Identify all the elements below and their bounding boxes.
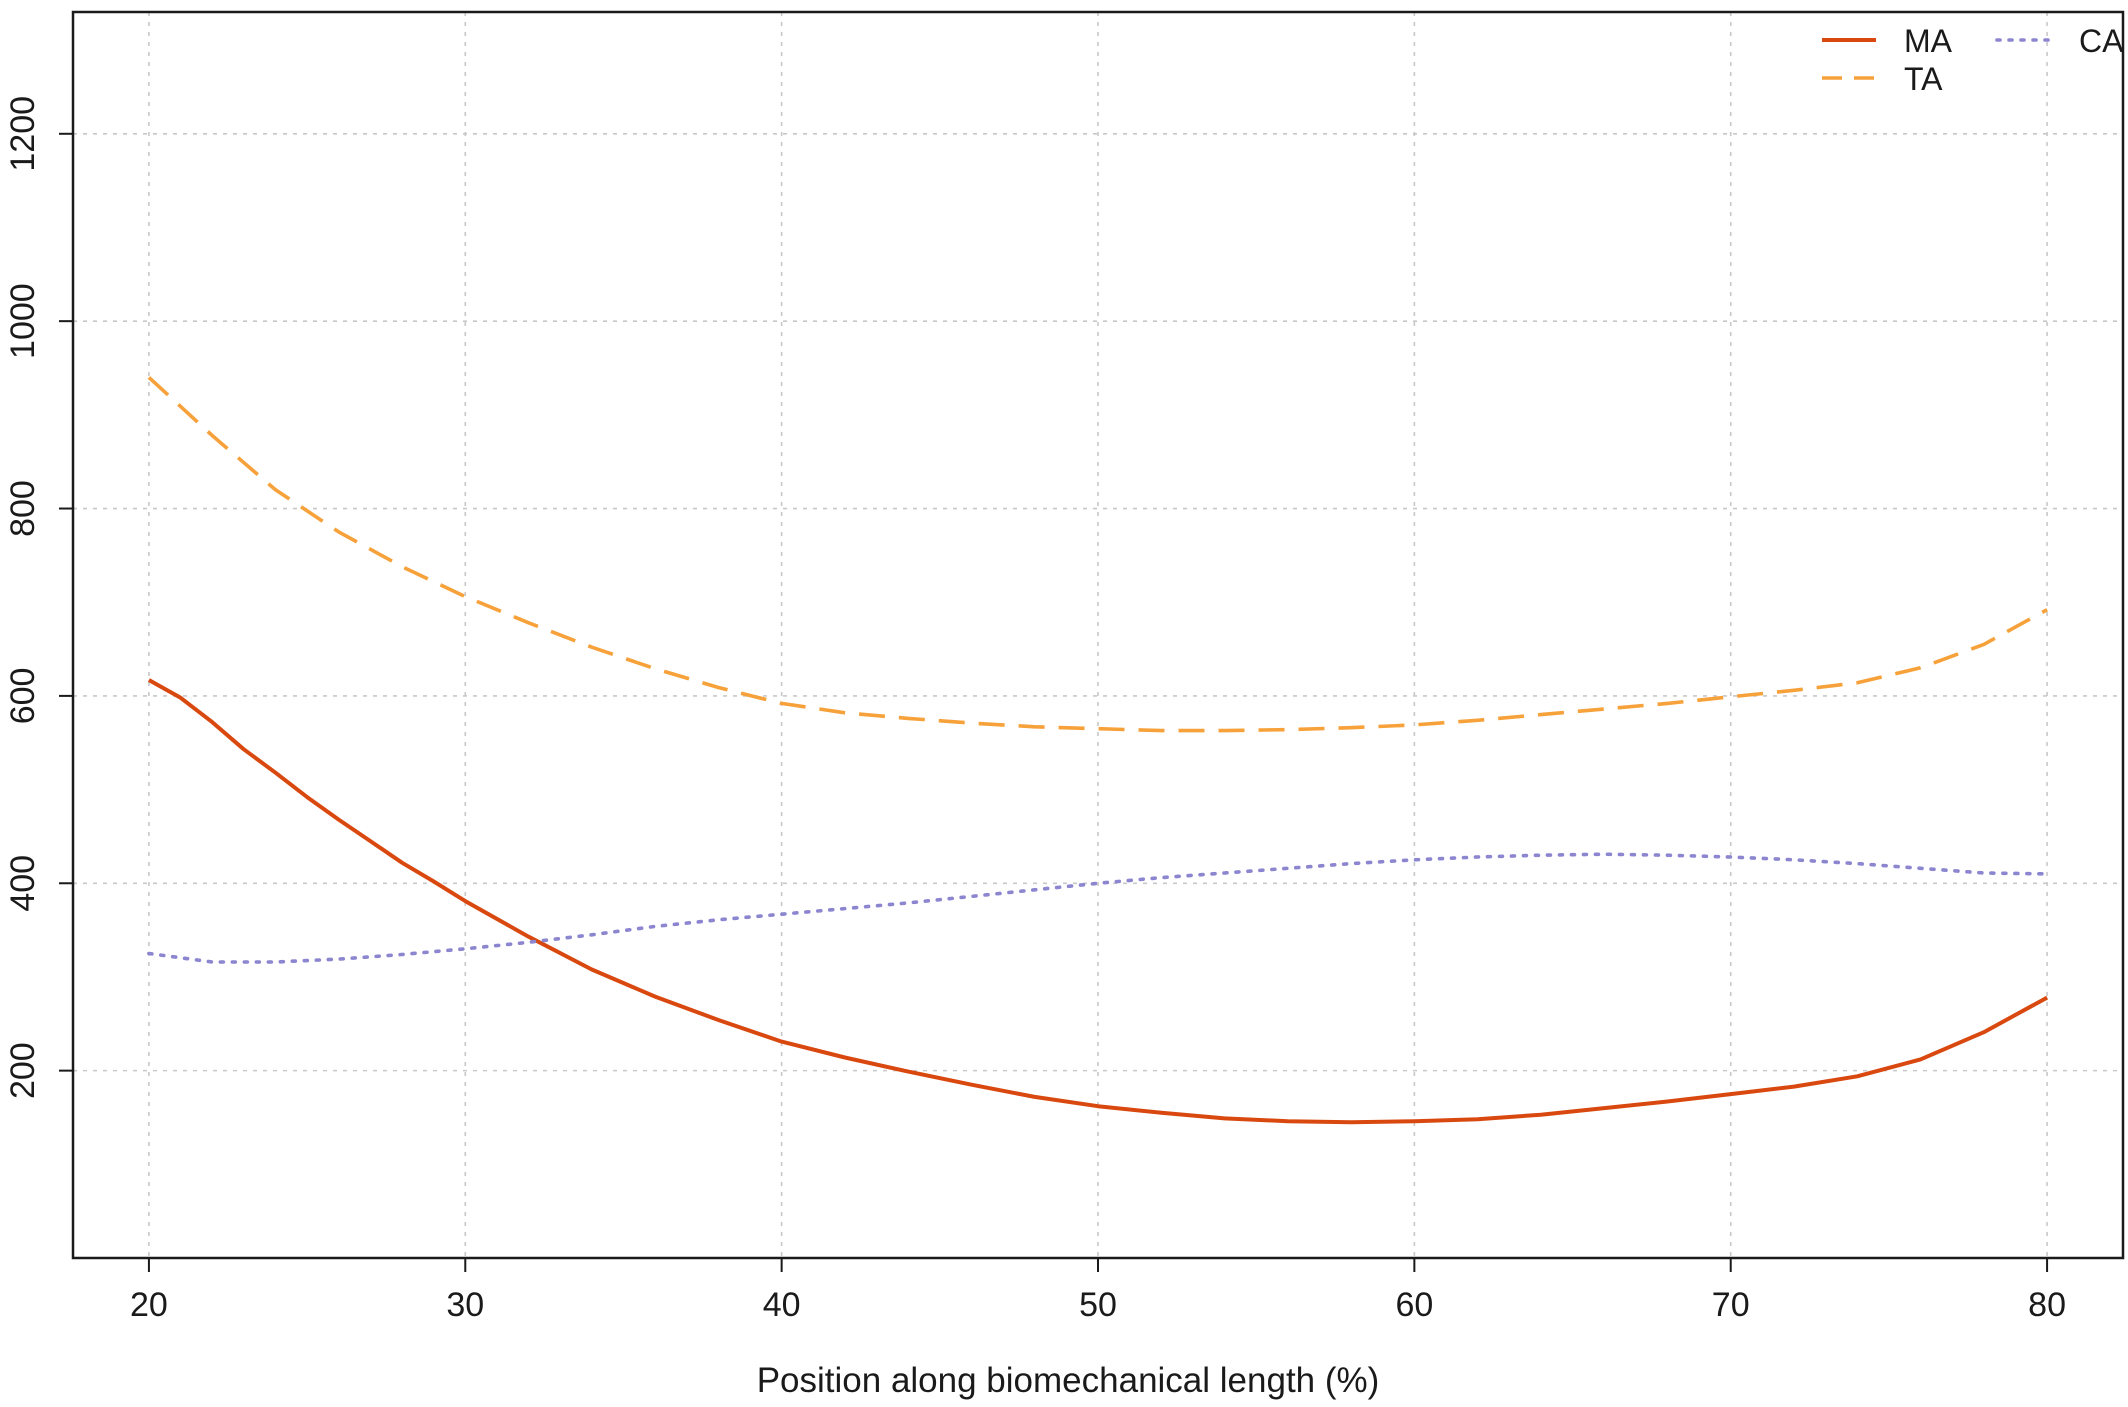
grid xyxy=(73,12,2123,1258)
y-tick-label: 400 xyxy=(4,855,42,912)
x-tick-label: 80 xyxy=(2028,1286,2066,1324)
y-tick-label: 1000 xyxy=(4,283,42,359)
x-tick-label: 70 xyxy=(1712,1286,1750,1324)
x-tick-label: 30 xyxy=(446,1286,484,1324)
y-tick-label: 200 xyxy=(4,1042,42,1099)
legend-label-ta: TA xyxy=(1904,61,1943,97)
y-tick-label: 600 xyxy=(4,668,42,725)
legend-label-ca: CA xyxy=(2079,23,2124,59)
series-lines xyxy=(147,376,2049,1125)
y-tick-label: 800 xyxy=(4,480,42,537)
x-tick-label: 60 xyxy=(1395,1286,1433,1324)
series-line-ma xyxy=(147,678,2049,1125)
series-line-ca xyxy=(147,852,2049,964)
x-tick-label: 20 xyxy=(130,1286,168,1324)
x-tick-label: 50 xyxy=(1079,1286,1117,1324)
x-axis-label: Position along biomechanical length (%) xyxy=(757,1361,1380,1400)
axes: 20 30 40 50 60 70 80 200 400 600 800 1000 1200 xyxy=(4,96,2066,1324)
legend-label-ma: MA xyxy=(1904,23,1953,59)
x-tick-label: 40 xyxy=(763,1286,801,1324)
y-tick-label: 1200 xyxy=(4,96,42,172)
